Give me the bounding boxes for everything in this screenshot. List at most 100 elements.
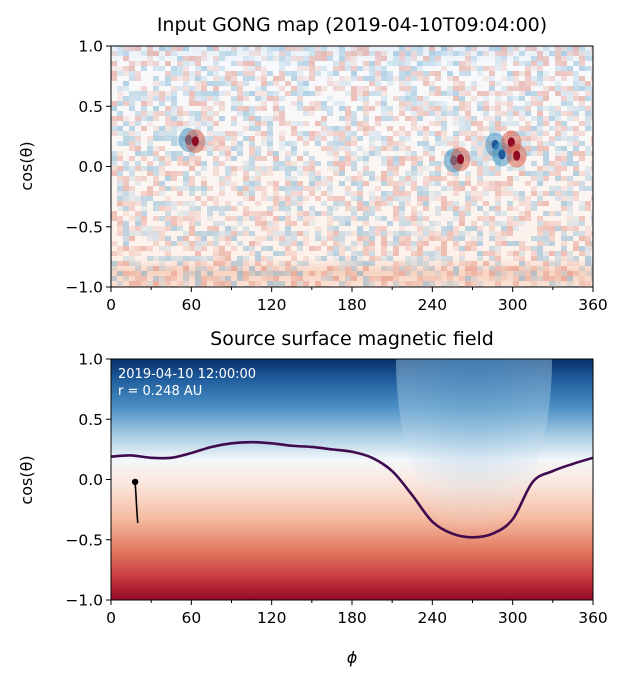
noise-cell	[195, 101, 201, 106]
noise-cell	[225, 71, 231, 76]
noise-cell	[201, 246, 207, 251]
noise-cell	[123, 51, 129, 56]
noise-cell	[477, 156, 483, 161]
noise-cell	[465, 241, 471, 246]
noise-cell	[423, 231, 429, 236]
noise-cell	[141, 221, 147, 226]
noise-cell	[207, 71, 213, 76]
noise-cell	[153, 181, 159, 186]
noise-cell	[357, 231, 363, 236]
noise-cell	[459, 261, 465, 266]
noise-cell	[561, 176, 567, 181]
noise-cell	[489, 266, 495, 271]
noise-cell	[255, 61, 261, 66]
noise-cell	[195, 256, 201, 261]
noise-cell	[189, 116, 195, 121]
noise-cell	[567, 101, 573, 106]
noise-cell	[297, 56, 303, 61]
noise-cell	[369, 281, 375, 286]
noise-cell	[297, 71, 303, 76]
noise-cell	[393, 171, 399, 176]
noise-cell	[171, 276, 177, 281]
noise-cell	[573, 111, 579, 116]
noise-cell	[309, 66, 315, 71]
noise-cell	[345, 131, 351, 136]
noise-cell	[507, 266, 513, 271]
noise-cell	[411, 121, 417, 126]
noise-cell	[573, 221, 579, 226]
noise-cell	[339, 196, 345, 201]
noise-cell	[561, 126, 567, 131]
noise-cell	[537, 151, 543, 156]
noise-cell	[297, 96, 303, 101]
noise-cell	[447, 281, 453, 286]
noise-cell	[543, 201, 549, 206]
noise-cell	[501, 226, 507, 231]
noise-cell	[153, 216, 159, 221]
noise-cell	[357, 136, 363, 141]
noise-cell	[273, 276, 279, 281]
noise-cell	[153, 131, 159, 136]
noise-cell	[177, 186, 183, 191]
noise-cell	[405, 236, 411, 241]
noise-cell	[165, 246, 171, 251]
noise-cell	[429, 256, 435, 261]
noise-cell	[363, 276, 369, 281]
noise-cell	[141, 231, 147, 236]
noise-cell	[363, 181, 369, 186]
noise-cell	[507, 111, 513, 116]
noise-cell	[345, 221, 351, 226]
noise-cell	[591, 176, 593, 181]
noise-cell	[567, 186, 573, 191]
noise-cell	[561, 156, 567, 161]
noise-cell	[585, 231, 591, 236]
noise-cell	[273, 151, 279, 156]
noise-cell	[123, 196, 129, 201]
noise-cell	[117, 101, 123, 106]
noise-cell	[369, 256, 375, 261]
noise-cell	[303, 91, 309, 96]
noise-cell	[237, 146, 243, 151]
noise-cell	[327, 266, 333, 271]
noise-cell	[573, 151, 579, 156]
noise-cell	[393, 191, 399, 196]
y-tick-label: 0.5	[78, 98, 103, 116]
noise-cell	[381, 236, 387, 241]
noise-cell	[201, 256, 207, 261]
noise-cell	[333, 86, 339, 91]
noise-cell	[297, 66, 303, 71]
noise-cell	[591, 231, 593, 236]
noise-cell	[213, 71, 219, 76]
noise-cell	[201, 76, 207, 81]
noise-cell	[351, 111, 357, 116]
noise-cell	[297, 276, 303, 281]
noise-cell	[195, 266, 201, 271]
noise-cell	[345, 141, 351, 146]
noise-cell	[417, 231, 423, 236]
noise-cell	[279, 251, 285, 256]
noise-cell	[219, 191, 225, 196]
noise-cell	[357, 156, 363, 161]
noise-cell	[291, 186, 297, 191]
noise-cell	[159, 171, 165, 176]
noise-cell	[339, 251, 345, 256]
noise-cell	[285, 171, 291, 176]
noise-cell	[321, 121, 327, 126]
noise-cell	[447, 201, 453, 206]
noise-cell	[573, 146, 579, 151]
noise-cell	[375, 136, 381, 141]
noise-cell	[381, 96, 387, 101]
noise-cell	[111, 151, 117, 156]
noise-cell	[231, 96, 237, 101]
noise-cell	[537, 231, 543, 236]
noise-cell	[513, 251, 519, 256]
noise-cell	[441, 151, 447, 156]
noise-cell	[411, 231, 417, 236]
noise-cell	[411, 161, 417, 166]
noise-cell	[561, 66, 567, 71]
noise-cell	[147, 151, 153, 156]
noise-cell	[189, 201, 195, 206]
noise-cell	[453, 96, 459, 101]
noise-cell	[321, 136, 327, 141]
noise-cell	[129, 166, 135, 171]
